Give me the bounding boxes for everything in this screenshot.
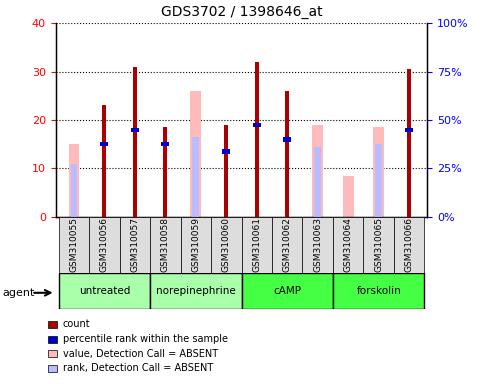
Text: norepinephrine: norepinephrine <box>156 286 236 296</box>
Bar <box>89 217 120 273</box>
Bar <box>253 122 261 127</box>
Bar <box>150 273 242 309</box>
Title: GDS3702 / 1398646_at: GDS3702 / 1398646_at <box>161 5 322 19</box>
Bar <box>161 142 170 146</box>
Bar <box>407 69 411 217</box>
Bar <box>193 137 199 217</box>
Bar <box>190 91 201 217</box>
Text: untreated: untreated <box>79 286 130 296</box>
Bar <box>120 217 150 273</box>
Text: value, Detection Call = ABSENT: value, Detection Call = ABSENT <box>63 349 218 359</box>
Bar <box>131 127 139 132</box>
Bar <box>373 127 384 217</box>
Bar <box>314 147 321 217</box>
Bar <box>58 217 89 273</box>
Text: cAMP: cAMP <box>273 286 301 296</box>
Bar <box>163 127 167 217</box>
Bar <box>272 217 302 273</box>
Bar <box>394 217 425 273</box>
Text: GSM310055: GSM310055 <box>70 217 78 272</box>
Text: GSM310064: GSM310064 <box>344 217 353 272</box>
Bar <box>255 62 258 217</box>
Text: GSM310063: GSM310063 <box>313 217 322 272</box>
Bar <box>363 217 394 273</box>
Bar <box>69 144 79 217</box>
Bar <box>333 217 363 273</box>
Text: GSM310060: GSM310060 <box>222 217 231 272</box>
Text: rank, Detection Call = ABSENT: rank, Detection Call = ABSENT <box>63 363 213 373</box>
Bar <box>375 144 382 217</box>
Text: percentile rank within the sample: percentile rank within the sample <box>63 334 228 344</box>
Bar <box>181 217 211 273</box>
Bar <box>222 149 230 154</box>
Bar <box>242 273 333 309</box>
Text: GSM310062: GSM310062 <box>283 217 292 272</box>
Text: GSM310061: GSM310061 <box>252 217 261 272</box>
Bar <box>133 67 137 217</box>
Bar <box>225 125 228 217</box>
Text: GSM310059: GSM310059 <box>191 217 200 272</box>
Bar <box>313 125 323 217</box>
Bar <box>302 217 333 273</box>
Text: GSM310056: GSM310056 <box>100 217 109 272</box>
Bar <box>405 127 413 132</box>
Text: count: count <box>63 319 90 329</box>
Text: GSM310066: GSM310066 <box>405 217 413 272</box>
Text: agent: agent <box>2 288 35 298</box>
Bar <box>71 164 77 217</box>
Bar <box>242 217 272 273</box>
Bar <box>333 273 425 309</box>
Bar <box>283 137 291 142</box>
Text: GSM310058: GSM310058 <box>161 217 170 272</box>
Text: GSM310057: GSM310057 <box>130 217 139 272</box>
Bar <box>58 273 150 309</box>
Bar <box>102 106 106 217</box>
Text: GSM310065: GSM310065 <box>374 217 383 272</box>
Bar <box>285 91 289 217</box>
Bar <box>211 217 242 273</box>
Bar <box>100 142 108 146</box>
Text: forskolin: forskolin <box>356 286 401 296</box>
Bar <box>150 217 181 273</box>
Bar <box>343 176 354 217</box>
